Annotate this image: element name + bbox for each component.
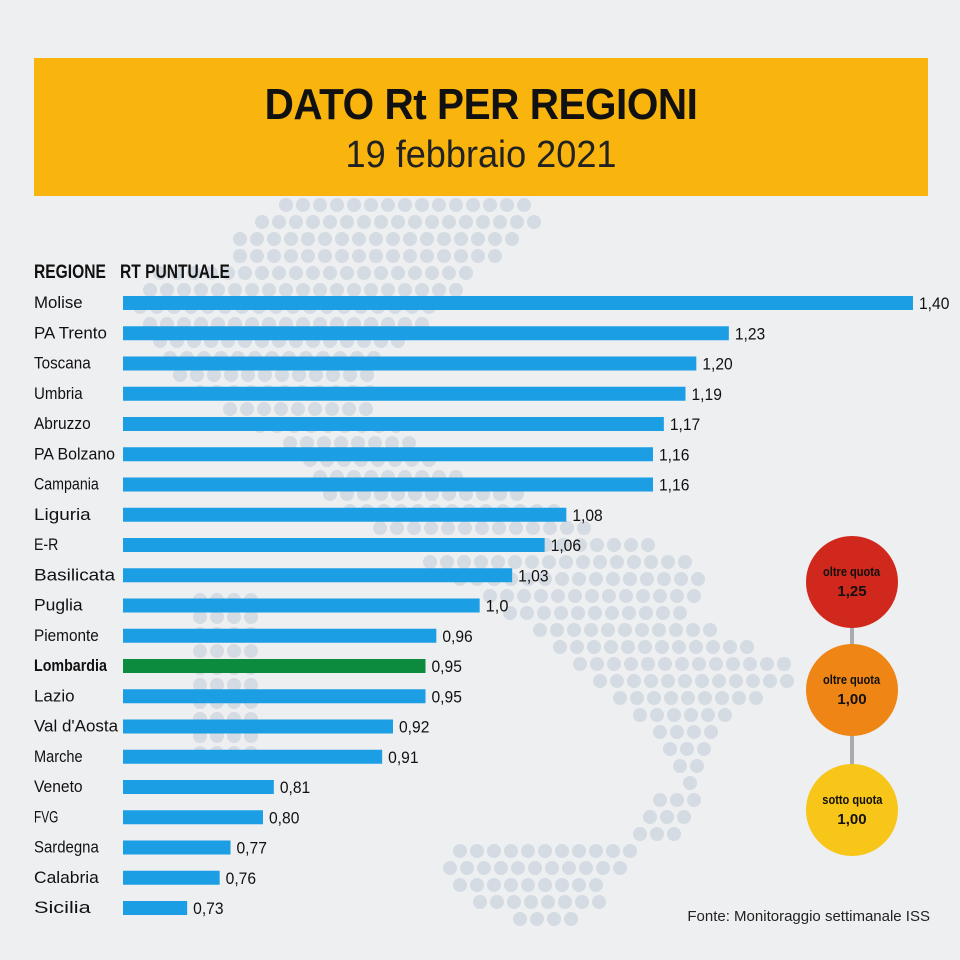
value-label: 0,80: [269, 808, 299, 827]
legend-high-label: oltre quota: [823, 564, 881, 579]
value-label: 1,16: [659, 445, 689, 464]
value-label: 1,0: [486, 597, 509, 616]
source-note: Fonte: Monitoraggio settimanale ISS: [687, 908, 930, 925]
value-label: 0,77: [237, 839, 267, 858]
legend-high-value: 1,25: [837, 583, 867, 600]
title-banner: DATO Rt PER REGIONI 19 febbraio 2021: [34, 58, 928, 196]
chart-title: DATO Rt PER REGIONI: [264, 80, 698, 129]
legend-mid: oltre quota 1,00: [806, 644, 898, 736]
value-label: 0,95: [432, 657, 462, 676]
region-label: Marche: [34, 747, 83, 766]
legend-low: sotto quota 1,00: [806, 764, 898, 856]
legend-mid-label: oltre quota: [823, 672, 881, 687]
bar: [123, 840, 231, 855]
region-label: Toscana: [34, 354, 91, 373]
bar: [123, 386, 686, 401]
bar: [123, 568, 513, 583]
value-column-header: RT PUNTUALE: [120, 262, 230, 283]
bar: [123, 326, 729, 341]
bar: [123, 659, 426, 673]
region-label: Abruzzo: [34, 414, 91, 433]
bar: [123, 719, 393, 734]
bar: [123, 689, 426, 704]
legend-low-label: sotto quota: [821, 792, 883, 807]
bar: [123, 628, 437, 643]
value-label: 1,17: [670, 415, 700, 434]
bar: [123, 507, 567, 522]
value-label: 0,96: [442, 627, 472, 646]
legend-high: oltre quota 1,25: [806, 536, 898, 628]
region-label: Calabria: [34, 868, 99, 887]
region-label: E-R: [34, 535, 58, 554]
value-label: 0,73: [193, 899, 223, 918]
value-label: 1,40: [919, 294, 949, 313]
value-label: 1,06: [551, 536, 581, 555]
value-label: 0,92: [399, 718, 429, 737]
bar: [123, 477, 653, 492]
region-label: PA Bolzano: [34, 444, 115, 463]
value-label: 1,03: [518, 566, 548, 585]
value-label: 0,76: [226, 869, 256, 888]
region-column-header: REGIONE: [34, 262, 106, 283]
bar: [123, 447, 653, 462]
bar: [123, 780, 274, 794]
bar: [123, 538, 545, 552]
region-label: Basilicata: [34, 565, 116, 584]
value-label: 1,20: [702, 355, 732, 374]
region-label: Umbria: [34, 384, 83, 403]
bar: [123, 870, 220, 885]
legend-low-value: 1,00: [837, 811, 867, 828]
value-label: 1,19: [692, 385, 722, 404]
region-label: Piemonte: [34, 626, 99, 645]
bar: [123, 810, 263, 825]
value-label: 1,23: [735, 324, 765, 343]
region-label: Puglia: [34, 596, 83, 615]
value-label: 1,08: [572, 506, 602, 525]
chart-date: 19 febbraio 2021: [345, 134, 617, 176]
region-label: Sicilia: [34, 898, 91, 917]
region-label: PA Trento: [34, 323, 107, 342]
bar: [123, 417, 664, 431]
region-label: Lazio: [34, 686, 75, 705]
region-label: Campania: [34, 475, 99, 494]
bar: [123, 356, 697, 371]
bar: [123, 598, 480, 613]
region-label: Veneto: [34, 777, 83, 796]
region-label: Liguria: [34, 505, 91, 524]
region-label: Lombardia: [34, 656, 107, 675]
region-label: Molise: [34, 293, 83, 312]
region-label: Sardegna: [34, 838, 99, 857]
value-label: 0,91: [388, 748, 418, 767]
value-label: 0,81: [280, 778, 310, 797]
bar: [123, 901, 188, 915]
value-label: 1,16: [659, 476, 689, 495]
value-label: 0,95: [432, 687, 462, 706]
bar: [123, 296, 913, 310]
legend-mid-value: 1,00: [837, 691, 867, 708]
bar: [123, 749, 383, 764]
region-label: FVG: [34, 807, 58, 826]
region-label: Val d'Aosta: [34, 717, 119, 736]
